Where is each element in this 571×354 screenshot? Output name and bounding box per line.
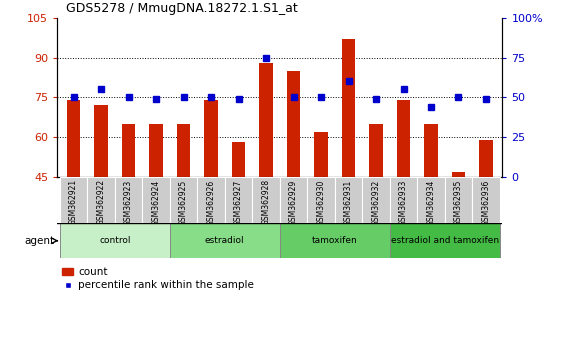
Bar [280, 177, 307, 223]
Text: agent: agent [24, 236, 54, 246]
Bar [369, 124, 383, 177]
Text: GSM362926: GSM362926 [207, 179, 216, 225]
Bar [60, 223, 170, 258]
Text: GSM362925: GSM362925 [179, 179, 188, 225]
Text: estradiol: estradiol [205, 236, 244, 245]
Bar [390, 177, 417, 223]
Bar [67, 100, 81, 177]
Text: GSM362923: GSM362923 [124, 179, 133, 225]
Text: GSM362935: GSM362935 [454, 179, 463, 226]
Bar [314, 132, 328, 177]
Bar [397, 100, 411, 177]
Text: GSM362921: GSM362921 [69, 179, 78, 225]
Bar [149, 124, 163, 177]
Text: GSM362929: GSM362929 [289, 179, 298, 225]
Text: GSM362933: GSM362933 [399, 179, 408, 226]
Bar [287, 71, 300, 177]
Bar [94, 105, 108, 177]
Bar [87, 177, 115, 223]
Bar [225, 177, 252, 223]
Bar [176, 124, 191, 177]
Bar [122, 124, 135, 177]
Bar [479, 140, 493, 177]
Bar [341, 39, 355, 177]
Text: control: control [99, 236, 131, 245]
Bar [280, 223, 390, 258]
Bar [445, 177, 472, 223]
Bar [198, 177, 225, 223]
Bar [452, 172, 465, 177]
Text: GSM362927: GSM362927 [234, 179, 243, 225]
Text: GSM362934: GSM362934 [427, 179, 436, 226]
Bar [417, 177, 445, 223]
Text: estradiol and tamoxifen: estradiol and tamoxifen [391, 236, 499, 245]
Bar [335, 177, 362, 223]
Bar [232, 143, 246, 177]
Text: GSM362924: GSM362924 [151, 179, 160, 225]
Text: GSM362932: GSM362932 [372, 179, 380, 225]
Bar [259, 63, 273, 177]
Text: tamoxifen: tamoxifen [312, 236, 357, 245]
Bar [362, 177, 390, 223]
Text: GSM362928: GSM362928 [262, 179, 271, 225]
Bar [424, 124, 438, 177]
Legend: count, percentile rank within the sample: count, percentile rank within the sample [62, 267, 254, 290]
Bar [307, 177, 335, 223]
Text: GSM362931: GSM362931 [344, 179, 353, 225]
Bar [142, 177, 170, 223]
Bar [252, 177, 280, 223]
Text: GSM362936: GSM362936 [481, 179, 490, 226]
Text: GSM362922: GSM362922 [96, 179, 106, 225]
Text: GDS5278 / MmugDNA.18272.1.S1_at: GDS5278 / MmugDNA.18272.1.S1_at [66, 2, 297, 15]
Text: GSM362930: GSM362930 [316, 179, 325, 226]
Bar [390, 223, 500, 258]
Bar [60, 177, 87, 223]
Bar [170, 223, 280, 258]
Bar [472, 177, 500, 223]
Bar [204, 100, 218, 177]
Bar [170, 177, 198, 223]
Bar [115, 177, 142, 223]
